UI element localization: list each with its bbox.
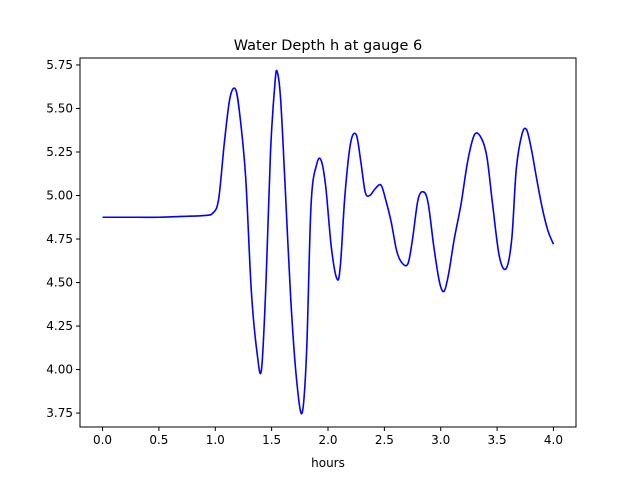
x-tick-label: 0.0 (93, 433, 112, 447)
x-tick-label: 1.5 (262, 433, 281, 447)
chart-title: Water Depth h at gauge 6 (234, 38, 422, 54)
y-tick-label: 4.00 (46, 363, 73, 377)
x-tick-label: 3.5 (488, 433, 507, 447)
x-tick-label: 0.5 (149, 433, 168, 447)
y-tick-label: 3.75 (46, 406, 73, 420)
x-tick-label: 1.0 (206, 433, 225, 447)
x-tick-label: 2.5 (375, 433, 394, 447)
y-tick-label: 5.50 (46, 101, 73, 115)
y-tick-label: 5.00 (46, 189, 73, 203)
y-tick-label: 5.75 (46, 58, 73, 72)
y-tick-label: 4.50 (46, 276, 73, 290)
y-tick-label: 5.25 (46, 145, 73, 159)
series-line-0 (102, 69, 555, 415)
plot-area: 0.0 0.5 1.0 1.5 2.0 2.5 3.0 3.5 4.0 3.75 4.00 4.25 4… (46, 57, 577, 447)
y-tick-label: 4.25 (46, 319, 73, 333)
x-tick-label: 3.0 (431, 433, 450, 447)
x-axis-title: hours (311, 456, 345, 470)
x-tick-label: 2.0 (318, 433, 337, 447)
x-tick-label: 4.0 (544, 433, 563, 447)
y-tick-label: 4.75 (46, 232, 73, 246)
